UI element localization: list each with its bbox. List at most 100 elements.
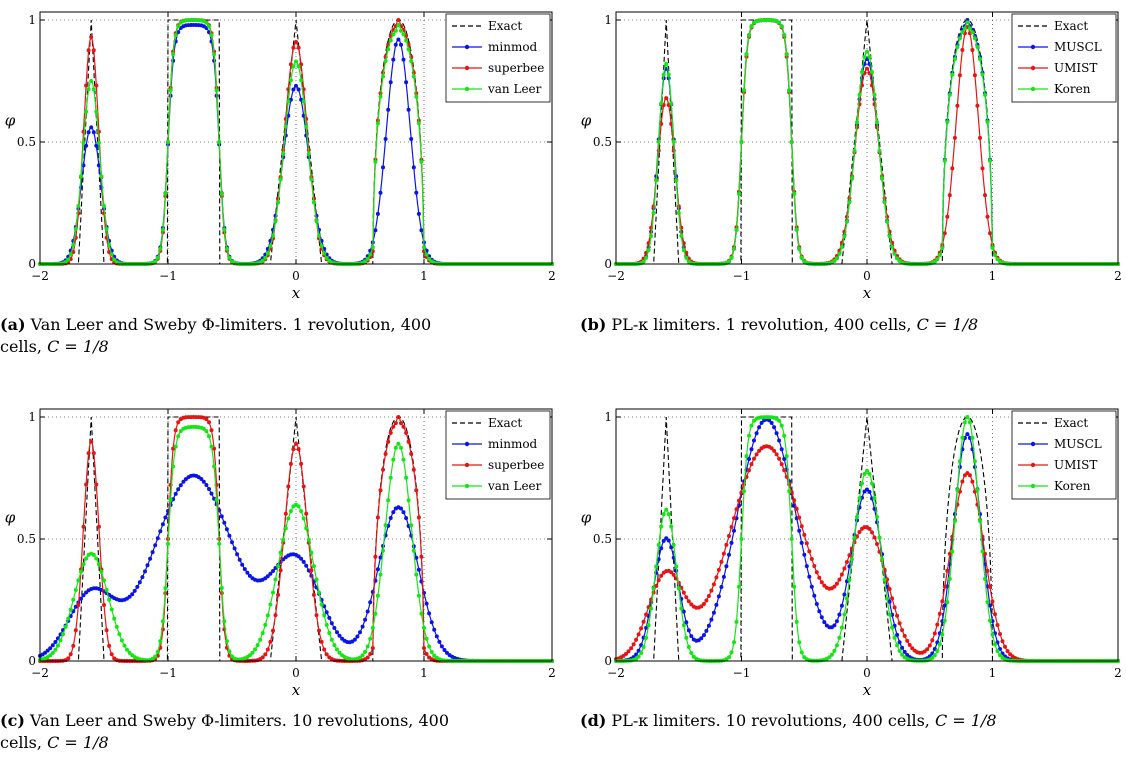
legend: Exact minmod superbee van Leer xyxy=(445,13,551,103)
data-point xyxy=(701,633,706,638)
data-point xyxy=(671,139,676,144)
data-point xyxy=(777,20,782,25)
data-point xyxy=(932,259,937,264)
data-point xyxy=(207,24,211,29)
data-point xyxy=(629,646,634,651)
data-point xyxy=(386,498,391,503)
data-point xyxy=(291,64,296,69)
data-point xyxy=(416,211,421,216)
data-point xyxy=(411,467,416,472)
data-point xyxy=(947,193,952,198)
data-point xyxy=(636,654,641,659)
data-point xyxy=(422,245,426,250)
data-point xyxy=(140,575,145,580)
data-point xyxy=(719,585,724,589)
data-point xyxy=(797,528,802,533)
data-point xyxy=(68,607,73,612)
data-point xyxy=(666,538,671,543)
data-point xyxy=(839,625,844,630)
data-point xyxy=(335,630,339,635)
data-point xyxy=(81,524,86,529)
data-point xyxy=(276,564,281,569)
data-point xyxy=(414,94,419,99)
data-point xyxy=(847,200,852,205)
data-point xyxy=(732,516,736,521)
legend: Exact MUSCL UMIST Koren xyxy=(1011,410,1117,500)
legend-entry: MUSCL xyxy=(1054,40,1102,54)
data-point xyxy=(792,498,797,503)
data-point xyxy=(985,214,990,219)
data-point xyxy=(737,584,741,589)
data-point xyxy=(787,489,792,494)
data-point xyxy=(260,655,265,660)
data-point xyxy=(942,158,947,163)
x-axis-label: x xyxy=(292,284,301,302)
data-point xyxy=(125,647,129,652)
data-point xyxy=(641,619,646,624)
data-point xyxy=(860,481,864,486)
x-axis-label: x xyxy=(863,284,872,302)
data-point xyxy=(207,420,211,425)
data-point xyxy=(173,428,178,433)
data-point xyxy=(135,584,140,589)
data-point xyxy=(86,87,91,92)
data-point xyxy=(391,57,396,62)
y-tick-label: 0 xyxy=(28,257,36,271)
caption-math: C = 1/8 xyxy=(934,711,997,730)
data-point xyxy=(322,251,327,256)
data-point xyxy=(975,103,980,108)
data-point xyxy=(734,619,739,624)
data-point xyxy=(265,574,270,579)
data-point xyxy=(373,611,378,616)
data-point xyxy=(96,163,101,168)
data-point xyxy=(71,242,76,247)
data-point xyxy=(222,619,227,624)
data-point xyxy=(900,652,905,657)
x-tick-label: −1 xyxy=(733,666,751,680)
data-point xyxy=(967,420,972,425)
data-point xyxy=(84,143,89,148)
data-point xyxy=(109,607,114,612)
data-point xyxy=(271,569,275,573)
data-point xyxy=(935,649,940,653)
data-point xyxy=(399,445,403,450)
data-point xyxy=(76,578,81,583)
data-point xyxy=(324,610,329,615)
data-point xyxy=(967,473,972,478)
data-point xyxy=(424,652,429,656)
y-tick-label: 1 xyxy=(28,13,36,27)
data-point xyxy=(649,234,654,238)
data-point xyxy=(631,642,636,647)
data-point xyxy=(799,524,804,529)
data-point xyxy=(862,55,867,59)
data-point xyxy=(112,616,117,621)
data-point xyxy=(414,190,419,195)
data-point xyxy=(383,523,388,528)
legend-marker xyxy=(464,441,470,447)
data-point xyxy=(972,36,977,41)
data-point xyxy=(661,538,666,543)
data-point xyxy=(219,586,224,590)
data-point xyxy=(814,570,819,575)
data-point xyxy=(81,163,86,168)
data-point xyxy=(66,616,71,621)
data-point xyxy=(401,457,406,462)
data-point xyxy=(829,652,834,657)
legend-box xyxy=(1011,13,1117,103)
data-point xyxy=(96,524,101,529)
data-point xyxy=(819,615,824,620)
data-point xyxy=(235,552,240,557)
data-point xyxy=(309,550,314,555)
data-point xyxy=(706,623,711,628)
data-point xyxy=(900,645,905,650)
data-point xyxy=(68,652,73,657)
data-point xyxy=(905,638,910,643)
data-point xyxy=(319,244,324,249)
data-point xyxy=(150,656,155,661)
data-point xyxy=(178,483,183,488)
data-point xyxy=(378,572,383,577)
data-point xyxy=(875,542,879,546)
x-tick-label: 2 xyxy=(548,666,556,680)
data-point xyxy=(789,537,794,541)
data-point xyxy=(651,586,656,591)
